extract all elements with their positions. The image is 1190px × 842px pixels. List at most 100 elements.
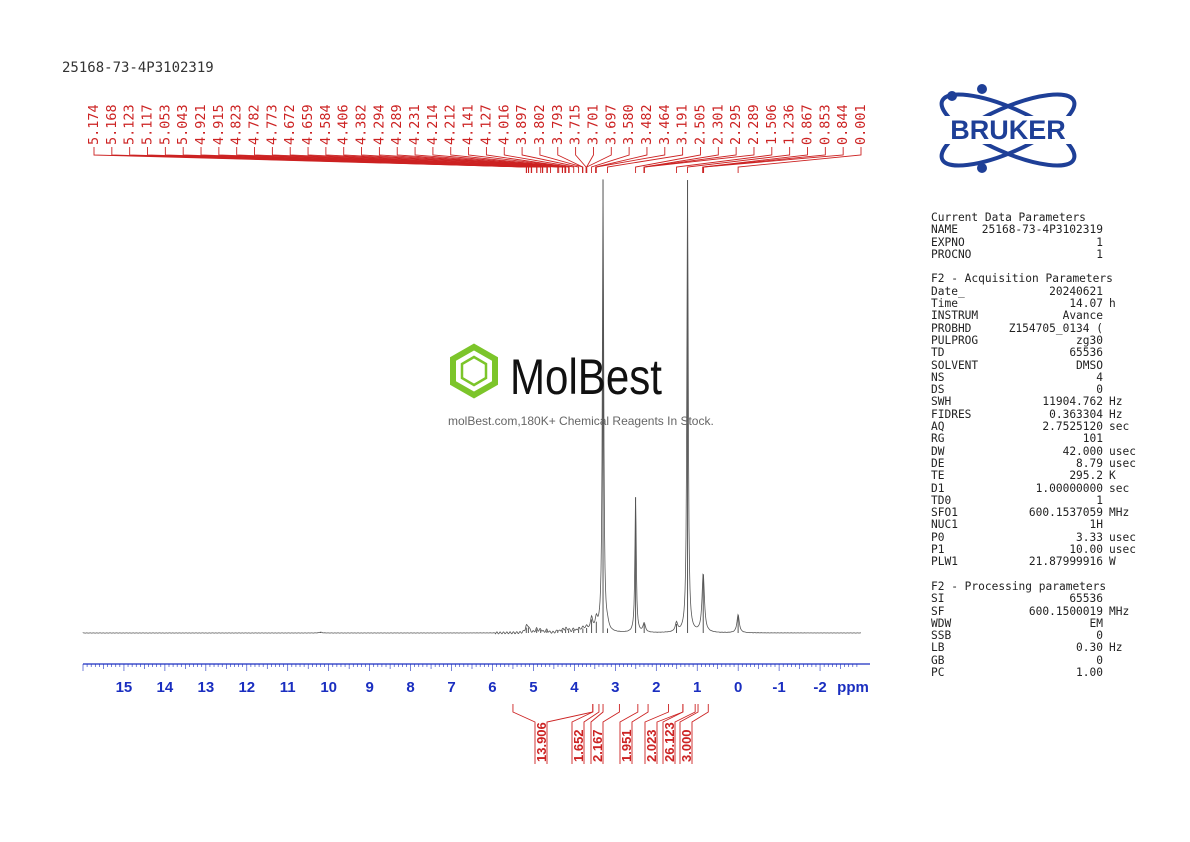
param-unit: usec — [1109, 444, 1136, 458]
param-value: 21.87999916 — [1028, 555, 1103, 569]
peak-label: 3.715 — [568, 104, 584, 145]
peak-label-leader — [607, 147, 684, 173]
param-row: LB 0.30 Hz — [931, 642, 1141, 655]
integral-bracket — [512, 704, 536, 764]
peak-label-leader — [586, 147, 594, 173]
peak-label-leader — [635, 147, 701, 173]
peak-label: 3.897 — [514, 104, 530, 145]
x-tick-label: 1 — [693, 679, 701, 696]
peak-label: 3.802 — [532, 104, 548, 145]
param-key: D1 — [931, 481, 945, 495]
param-value: 0 — [1096, 629, 1103, 643]
x-tick-label: 5 — [529, 679, 537, 696]
param-key: INSTRUM — [931, 309, 979, 323]
param-row: DS 0 — [931, 383, 1141, 397]
param-value: 11904.762 — [1042, 395, 1103, 409]
peak-label-leader — [361, 147, 560, 173]
param-key: EXPNO — [931, 235, 965, 249]
integral-value: 26.123 — [662, 722, 677, 762]
param-unit: sec — [1109, 481, 1130, 495]
peak-label: 1.236 — [782, 104, 798, 145]
peak-label: 4.672 — [282, 104, 298, 145]
param-value: 8.79 — [1076, 456, 1103, 470]
molbest-watermark: MolBest — [450, 343, 662, 405]
param-key: TD0 — [931, 493, 952, 507]
sample-title: 25168-73-4P3102319 — [62, 60, 214, 76]
param-value: 1.00000000 — [1035, 481, 1103, 495]
peak-label: 4.214 — [425, 104, 441, 145]
param-key: FIDRES — [931, 407, 972, 421]
peak-label: 2.295 — [728, 104, 744, 145]
x-tick-label: -1 — [772, 679, 785, 696]
param-key: SI — [931, 592, 945, 606]
peak-label-leader — [591, 147, 630, 173]
param-row: PULPROG zg30 — [931, 333, 1141, 347]
peak-label: 1.506 — [764, 104, 780, 145]
peak-label-leader — [737, 147, 862, 173]
peak-label: 3.697 — [603, 104, 619, 145]
param-row: Date_ 20240621 — [931, 285, 1141, 298]
param-row: DE 8.79 usec — [931, 456, 1141, 470]
peak-label: 4.584 — [318, 104, 334, 145]
peak-label: 4.016 — [496, 104, 512, 145]
peak-label: 2.505 — [692, 104, 708, 145]
param-unit: usec — [1109, 456, 1136, 470]
peak-label: 3.701 — [585, 104, 601, 145]
x-axis-label: ppm — [837, 679, 869, 696]
peak-label: 3.464 — [657, 104, 673, 145]
param-value: EM — [1089, 616, 1103, 630]
param-row: RG 101 — [931, 433, 1141, 446]
param-value: 0 — [1096, 383, 1103, 397]
peak-label-leader — [687, 147, 791, 173]
param-row: NS 4 — [931, 370, 1141, 384]
hexagon-icon — [450, 343, 498, 399]
peak-label-leader — [521, 147, 580, 173]
x-tick-label: 9 — [365, 679, 373, 696]
peak-label: 2.289 — [746, 104, 762, 145]
param-row: PROBHD Z154705_0134 ( — [931, 321, 1141, 335]
integral-bracket — [571, 704, 594, 764]
param-row: Time 14.07 h — [931, 297, 1141, 311]
param-key: PULPROG — [931, 333, 979, 347]
peak-label: 5.174 — [86, 104, 102, 145]
param-key: SSB — [931, 629, 952, 643]
peak-label-leader — [325, 147, 551, 173]
param-key: WDW — [931, 616, 952, 630]
param-key: DW — [931, 444, 945, 458]
param-row: P1 10.00 usec — [931, 543, 1141, 557]
param-value: 1H — [1089, 518, 1103, 532]
peak-label-leader — [702, 147, 808, 173]
integral-value: 1.652 — [571, 729, 586, 762]
peak-label-leader — [586, 147, 612, 173]
param-key: TD — [931, 346, 945, 360]
x-tick-label: 3 — [611, 679, 619, 696]
param-key: P0 — [931, 530, 945, 544]
integral-bracket — [583, 704, 600, 764]
param-key: SFO1 — [931, 506, 958, 520]
peak-label: 5.043 — [175, 104, 191, 145]
param-unit: h — [1109, 297, 1116, 311]
peak-label: 0.867 — [799, 104, 815, 145]
integral-bracket — [590, 704, 604, 764]
peak-label: 5.053 — [157, 104, 173, 145]
param-value: 25168-73-4P3102319 — [981, 223, 1103, 237]
param-row: DW 42.000 usec — [931, 444, 1141, 458]
peak-label: 3.191 — [675, 104, 691, 145]
param-row: PROCNO 1 — [931, 248, 1141, 261]
param-row: SI 65536 — [931, 592, 1141, 606]
peak-label-leader — [595, 147, 666, 173]
param-value: 4 — [1096, 370, 1103, 384]
peak-label: 4.382 — [354, 104, 370, 145]
param-row: SF 600.1500019 MHz — [931, 605, 1141, 618]
peak-label: 4.127 — [478, 104, 494, 145]
param-row: WDW EM — [931, 616, 1141, 630]
peak-label: 4.141 — [461, 104, 477, 145]
acquisition-parameters-panel: Current Data Parameters NAME 25168-73-4P31… — [931, 211, 1141, 679]
integral-value: 1.951 — [619, 729, 634, 762]
param-key: P1 — [931, 543, 945, 557]
integral-value: 2.023 — [644, 729, 659, 762]
param-row: FIDRES 0.363304 Hz — [931, 407, 1141, 421]
param-value: Z154705_0134 ( — [1008, 321, 1103, 335]
x-tick-label: 6 — [488, 679, 496, 696]
